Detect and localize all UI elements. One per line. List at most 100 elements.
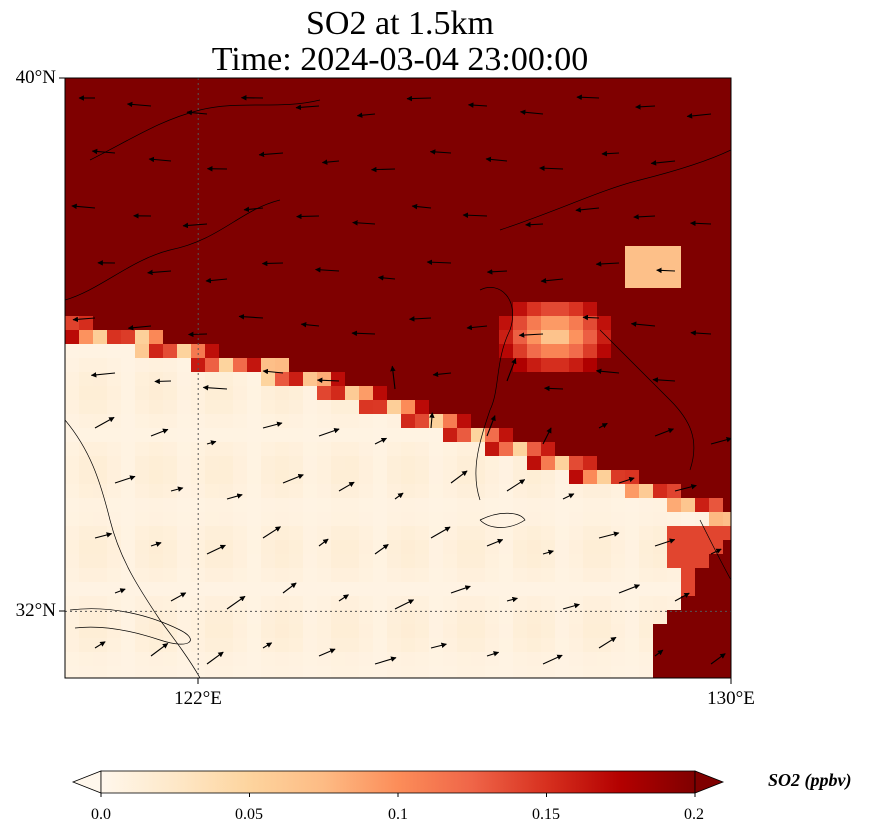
- field-cell: [359, 78, 374, 93]
- field-cell: [219, 414, 234, 429]
- field-cell: [177, 540, 192, 555]
- field-cell: [527, 120, 542, 135]
- field-cell: [289, 302, 304, 317]
- field-cell: [247, 372, 262, 387]
- field-cell: [499, 358, 514, 373]
- field-cell: [345, 498, 360, 513]
- field-cell: [681, 358, 696, 373]
- field-cell: [205, 274, 220, 289]
- field-cell: [219, 470, 234, 485]
- field-cell: [569, 162, 584, 177]
- wind-arrow: [238, 313, 264, 320]
- field-cell: [597, 246, 612, 261]
- field-cell: [205, 78, 220, 93]
- field-cell: [527, 386, 542, 401]
- field-cell: [135, 344, 150, 359]
- field-cell: [555, 428, 570, 443]
- field-cell: [709, 246, 724, 261]
- field-cell: [177, 288, 192, 303]
- field-cell: [653, 638, 668, 653]
- field-cell: [541, 134, 556, 149]
- field-cell: [247, 330, 262, 345]
- field-cell: [471, 456, 486, 471]
- field-cell: [429, 78, 444, 93]
- field-cell: [303, 428, 318, 443]
- field-cell: [303, 316, 318, 331]
- field-cell: [653, 358, 668, 373]
- field-cell: [527, 470, 542, 485]
- field-cell: [513, 330, 528, 345]
- field-cell: [695, 372, 710, 387]
- field-cell: [149, 134, 164, 149]
- field-cell: [695, 442, 710, 457]
- field-cell: [205, 652, 220, 667]
- field-cell: [401, 666, 416, 678]
- field-cell: [205, 526, 220, 541]
- field-cell: [639, 638, 654, 653]
- field-cell: [289, 162, 304, 177]
- field-cell: [121, 596, 136, 611]
- field-cell: [611, 148, 626, 163]
- field-cell: [317, 414, 332, 429]
- field-cell: [345, 470, 360, 485]
- field-cell: [303, 638, 318, 653]
- field-cell: [709, 526, 724, 541]
- field-cell: [653, 288, 668, 303]
- field-cell: [387, 106, 402, 121]
- field-cell: [597, 484, 612, 499]
- field-cell: [79, 232, 94, 247]
- field-cell: [233, 428, 248, 443]
- field-cell: [723, 92, 731, 107]
- field-cell: [709, 372, 724, 387]
- field-cell: [261, 442, 276, 457]
- field-cell: [653, 120, 668, 135]
- coastline-segment: [65, 419, 201, 678]
- field-cell: [569, 442, 584, 457]
- field-cell: [387, 568, 402, 583]
- field-cell: [457, 218, 472, 233]
- field-cell: [247, 554, 262, 569]
- wind-arrow: [243, 206, 264, 213]
- field-cell: [121, 582, 136, 597]
- field-cell: [359, 498, 374, 513]
- field-cell: [289, 134, 304, 149]
- field-cell: [667, 120, 682, 135]
- wind-arrow: [450, 585, 471, 594]
- field-cell: [135, 372, 150, 387]
- field-cell: [415, 288, 430, 303]
- field-cell: [695, 456, 710, 471]
- field-cell: [79, 400, 94, 415]
- field-cell: [569, 596, 584, 611]
- field-cell: [359, 638, 374, 653]
- wind-arrow: [150, 541, 162, 547]
- field-cell: [541, 526, 556, 541]
- field-cell: [695, 666, 710, 678]
- field-cell: [219, 638, 234, 653]
- field-cell: [233, 302, 248, 317]
- field-cell: [597, 428, 612, 443]
- field-cell: [457, 204, 472, 219]
- field-cell: [555, 218, 570, 233]
- field-cell: [667, 442, 682, 457]
- field-cell: [107, 302, 122, 317]
- field-cell: [695, 78, 710, 93]
- field-cell: [401, 428, 416, 443]
- field-cell: [387, 134, 402, 149]
- wind-arrow: [630, 321, 656, 327]
- field-cell: [583, 358, 598, 373]
- field-cell: [331, 218, 346, 233]
- field-cell: [135, 428, 150, 443]
- field-cell: [93, 134, 108, 149]
- field-cell: [485, 484, 500, 499]
- field-cell: [275, 134, 290, 149]
- field-cell: [709, 288, 724, 303]
- field-cell: [471, 246, 486, 261]
- field-cell: [359, 274, 374, 289]
- field-cell: [401, 330, 416, 345]
- field-cell: [443, 596, 458, 611]
- field-cell: [471, 512, 486, 527]
- field-cell: [177, 442, 192, 457]
- field-cell: [373, 260, 388, 275]
- field-cell: [429, 148, 444, 163]
- field-cell: [359, 162, 374, 177]
